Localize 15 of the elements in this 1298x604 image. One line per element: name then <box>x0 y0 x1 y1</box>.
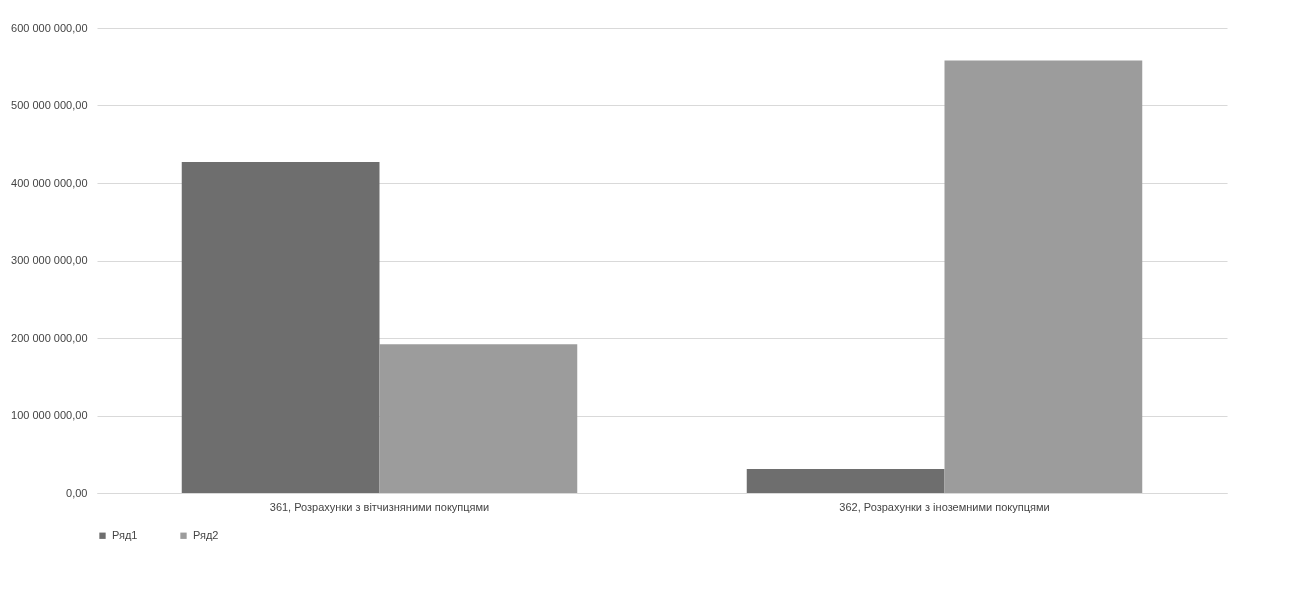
bar <box>944 60 1143 493</box>
legend-label: Ряд2 <box>193 528 219 541</box>
bar <box>746 468 945 493</box>
y-tick-label: 600 000 000,00 <box>11 21 88 34</box>
legend-label: Ряд1 <box>112 528 138 541</box>
x-tick-label: 361, Розрахунки з вітчизняними покупцями <box>269 500 490 513</box>
y-tick-label: 200 000 000,00 <box>11 331 88 344</box>
y-tick-label: 300 000 000,00 <box>11 254 88 266</box>
y-tick-label: 400 000 000,00 <box>11 176 88 189</box>
y-tick-label: 0,00 <box>66 486 88 499</box>
bar <box>181 162 380 493</box>
y-tick-label: 500 000 000,00 <box>11 99 88 111</box>
y-tick-label: 100 000 000,00 <box>11 409 88 421</box>
bar <box>379 344 578 493</box>
x-tick-label: 362, Розрахунки з іноземними покупцями <box>839 500 1050 513</box>
